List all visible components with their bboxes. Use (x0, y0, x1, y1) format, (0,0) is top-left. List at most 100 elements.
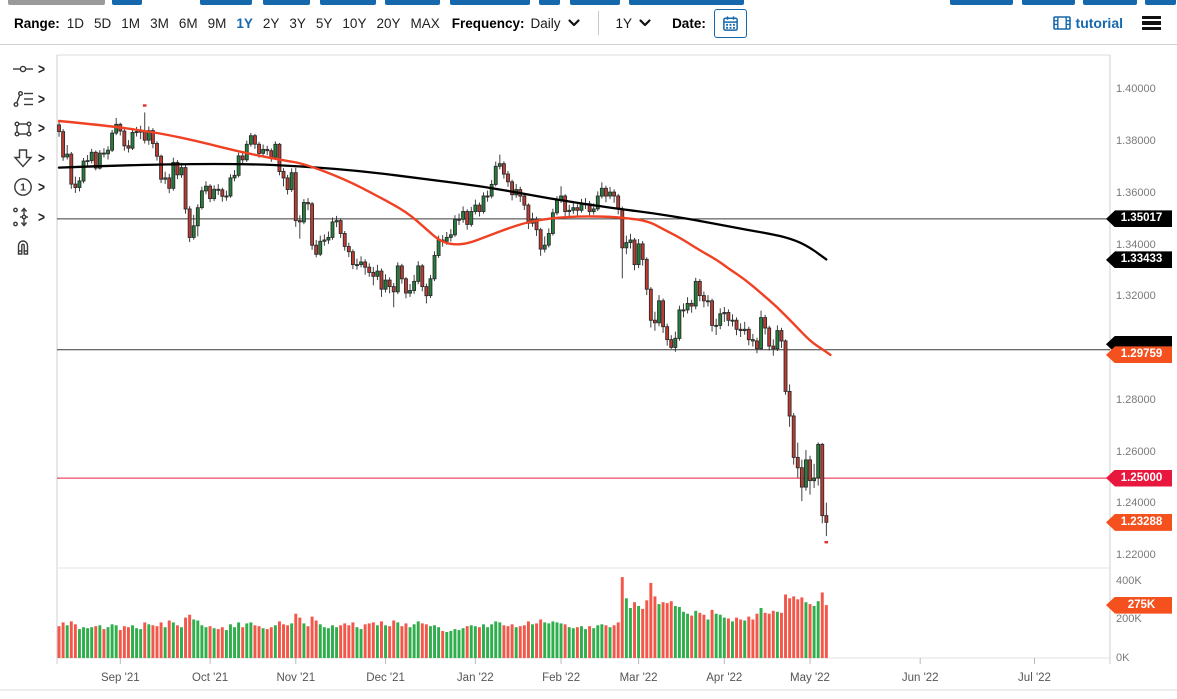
volume-bar (147, 624, 151, 658)
cropped-button[interactable] (539, 0, 560, 5)
volume-bar (800, 597, 804, 658)
range-item-20Y[interactable]: 20Y (376, 15, 401, 31)
line-tool[interactable]: > (11, 57, 45, 81)
candle (477, 204, 482, 213)
submenu-chevron[interactable]: > (38, 148, 46, 167)
candle (538, 229, 543, 250)
candle (555, 199, 559, 214)
range-item-1Y[interactable]: 1Y (236, 15, 253, 31)
cropped-button[interactable] (200, 0, 252, 5)
magnet-tool[interactable] (11, 234, 45, 258)
measure-tool-icon (13, 206, 28, 227)
candle (269, 150, 274, 158)
cropped-button[interactable] (570, 0, 620, 5)
price-chart-canvas[interactable]: Sep '21 Oct '21 Nov '21 Dec '21 Jan '22 Feb '… (0, 45, 1177, 699)
candle (648, 288, 653, 321)
range-item-9M[interactable]: 9M (207, 15, 227, 31)
volume-bar (65, 625, 69, 658)
range-item-10Y[interactable]: 10Y (342, 15, 367, 31)
volume-bar (518, 626, 522, 658)
fibonacci-tool[interactable]: > (11, 87, 45, 111)
volume-bar (77, 629, 81, 658)
cropped-button[interactable] (450, 0, 530, 5)
candle (383, 279, 388, 290)
volume-bar (224, 630, 228, 658)
volume-bar (392, 620, 396, 658)
shape-tool[interactable]: > (11, 116, 45, 140)
volume-bar (233, 627, 237, 658)
period-select[interactable]: 1Y (616, 16, 653, 31)
candle (620, 208, 625, 249)
volume-bar (567, 627, 571, 658)
submenu-chevron[interactable]: > (38, 60, 46, 78)
candle (399, 265, 404, 280)
submenu-chevron[interactable]: > (38, 119, 46, 137)
volume-bar (408, 627, 412, 658)
candle (142, 130, 147, 141)
volume-bar (122, 626, 126, 658)
candle (236, 155, 241, 176)
candle (571, 207, 576, 211)
candle (453, 218, 457, 236)
month-label: Apr '22 (706, 672, 742, 684)
candle (624, 242, 629, 249)
range-item-1D[interactable]: 1D (66, 15, 85, 31)
candle (310, 203, 315, 246)
volume-bar (824, 605, 828, 658)
volume-bar (69, 621, 73, 658)
tutorial-link[interactable]: tutorial (1052, 15, 1123, 31)
arrow-tool[interactable]: > (11, 146, 45, 170)
date-picker-button[interactable] (713, 8, 747, 38)
candle (428, 278, 433, 297)
menu-button[interactable] (1140, 14, 1163, 33)
range-item-3M[interactable]: 3M (150, 15, 169, 31)
range-item-5Y[interactable]: 5Y (315, 15, 333, 31)
range-item-1M[interactable]: 1M (121, 15, 141, 31)
cropped-button[interactable] (1145, 0, 1176, 5)
toolbar-divider (597, 11, 599, 35)
cropped-button[interactable] (8, 0, 105, 5)
candle (448, 234, 453, 238)
submenu-chevron[interactable]: > (38, 89, 46, 108)
volume-bar (637, 606, 641, 658)
frequency-select[interactable]: Daily (531, 16, 581, 31)
cropped-button[interactable] (1083, 0, 1137, 5)
range-item-2Y[interactable]: 2Y (262, 15, 280, 31)
candle (163, 177, 168, 180)
candle (812, 477, 817, 482)
volume-bar (241, 627, 245, 658)
volume-bar (282, 624, 285, 658)
cropped-button[interactable] (320, 0, 376, 5)
candle (338, 220, 343, 234)
number-annotation-tool[interactable]: 1 > (11, 175, 45, 199)
volume-bar (665, 603, 669, 658)
submenu-chevron[interactable]: > (38, 178, 46, 196)
range-item-3Y[interactable]: 3Y (289, 15, 306, 31)
candle (689, 302, 694, 307)
candle (318, 240, 323, 255)
candle (436, 239, 441, 256)
volume-bar (98, 625, 102, 658)
range-item-6M[interactable]: 6M (178, 15, 198, 31)
volume-bar (808, 604, 812, 658)
cropped-button[interactable] (1022, 0, 1075, 5)
cropped-button[interactable] (629, 0, 744, 5)
cropped-button[interactable] (263, 0, 310, 5)
candle (489, 183, 494, 197)
cropped-button[interactable] (950, 0, 1013, 5)
cropped-button[interactable] (385, 0, 440, 5)
range-item-MAX[interactable]: MAX (410, 15, 440, 31)
volume-bar (322, 627, 326, 658)
volume-bar (257, 626, 261, 658)
volume-bar (184, 617, 188, 658)
range-item-5D[interactable]: 5D (94, 15, 112, 31)
measure-tool[interactable]: > (11, 205, 45, 229)
volume-bar (682, 611, 685, 658)
volume-bar (380, 621, 383, 658)
candle (808, 459, 812, 482)
cropped-button[interactable] (112, 0, 142, 5)
candle (199, 190, 204, 209)
volume-bar (641, 608, 645, 658)
submenu-chevron[interactable]: > (38, 207, 46, 226)
volume-bar (314, 620, 318, 658)
